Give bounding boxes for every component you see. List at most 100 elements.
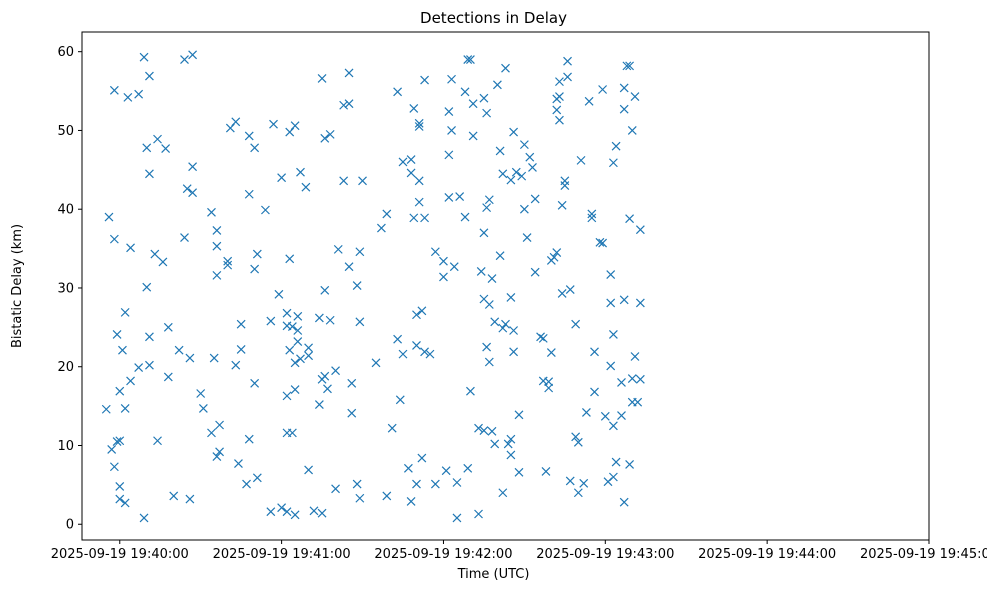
data-point-marker — [474, 423, 483, 433]
data-point-marker — [355, 317, 365, 327]
data-point-marker — [112, 330, 122, 339]
data-point-marker — [112, 437, 122, 446]
data-point-marker — [409, 213, 419, 223]
data-point-marker — [290, 358, 300, 368]
data-point-marker — [406, 155, 416, 165]
data-point-marker — [266, 316, 276, 326]
data-point-marker — [304, 351, 314, 361]
data-point-marker — [619, 497, 629, 507]
x-tick-label: 2025-09-19 19:41:00 — [213, 547, 351, 562]
data-point-marker — [414, 176, 424, 186]
data-point-marker — [185, 494, 195, 504]
data-point-marker — [528, 163, 537, 172]
data-point-marker — [347, 408, 357, 418]
data-point-marker — [236, 344, 246, 354]
data-point-marker — [490, 317, 500, 327]
data-point-marker — [212, 241, 222, 251]
data-point-marker — [627, 374, 637, 383]
data-point-marker — [250, 143, 260, 153]
y-tick-label: 50 — [57, 124, 74, 139]
data-point-marker — [565, 285, 575, 294]
data-point-marker — [398, 349, 408, 359]
y-tick-label: 30 — [57, 281, 74, 296]
data-point-marker — [371, 358, 381, 368]
data-point-marker — [608, 472, 618, 482]
data-point-marker — [196, 389, 206, 398]
data-point-marker — [301, 182, 311, 192]
data-point-marker — [161, 144, 171, 153]
data-point-marker — [420, 347, 430, 357]
data-point-marker — [325, 129, 335, 139]
data-point-marker — [244, 189, 254, 199]
data-point-marker — [320, 285, 330, 295]
data-point-marker — [244, 434, 254, 444]
data-point-marker — [409, 103, 419, 113]
data-point-marker — [188, 50, 198, 60]
data-point-marker — [115, 436, 125, 446]
data-point-marker — [223, 256, 233, 266]
data-point-marker — [325, 315, 335, 325]
data-point-marker — [309, 506, 319, 516]
data-point-marker — [536, 332, 545, 342]
data-point-marker — [277, 173, 287, 183]
data-point-marker — [444, 107, 454, 116]
data-point-marker — [617, 411, 626, 420]
data-point-marker — [126, 243, 135, 253]
data-point-marker — [287, 322, 297, 331]
data-point-marker — [611, 457, 621, 467]
data-point-marker — [430, 479, 440, 489]
data-point-marker — [479, 228, 489, 238]
data-point-marker — [544, 377, 554, 387]
data-point-marker — [333, 244, 343, 254]
data-point-marker — [611, 141, 621, 151]
data-point-marker — [231, 117, 241, 127]
data-point-marker — [587, 213, 597, 223]
data-point-marker — [290, 510, 300, 520]
data-point-marker — [412, 479, 421, 489]
data-point-marker — [441, 466, 451, 476]
data-point-marker — [463, 463, 473, 473]
data-point-marker — [347, 378, 357, 388]
data-point-marker — [625, 61, 635, 71]
x-tick-label: 2025-09-19 19:45:00 — [860, 547, 987, 562]
data-point-marker — [587, 209, 597, 219]
data-point-marker — [514, 410, 524, 420]
data-point-marker — [331, 366, 340, 376]
data-point-marker — [261, 205, 270, 215]
data-point-marker — [355, 247, 365, 257]
data-point-marker — [215, 420, 224, 430]
data-point-marker — [522, 233, 532, 242]
data-point-marker — [109, 85, 119, 95]
data-point-marker — [517, 171, 527, 181]
data-point-marker — [244, 131, 254, 141]
data-point-marker — [630, 92, 640, 102]
data-point-marker — [188, 162, 198, 172]
y-tick-label: 10 — [57, 439, 74, 454]
x-tick-label: 2025-09-19 19:44:00 — [698, 547, 836, 562]
data-point-marker — [509, 326, 519, 335]
data-point-marker — [382, 491, 392, 501]
data-point-marker — [145, 360, 154, 370]
data-point-marker — [250, 378, 260, 388]
y-tick-label: 0 — [66, 518, 74, 533]
data-point-marker — [525, 152, 535, 162]
data-point-marker — [439, 256, 448, 266]
data-point-marker — [314, 400, 324, 409]
data-point-marker — [331, 484, 340, 494]
data-point-marker — [120, 307, 130, 317]
data-point-marker — [355, 493, 365, 503]
data-point-marker — [412, 310, 421, 320]
data-point-marker — [573, 437, 583, 447]
data-point-marker — [266, 507, 276, 517]
data-point-marker — [590, 387, 599, 397]
data-point-marker — [134, 363, 144, 372]
data-point-marker — [476, 267, 486, 276]
data-point-marker — [120, 498, 130, 508]
data-point-marker — [474, 509, 483, 519]
data-point-marker — [455, 192, 465, 202]
data-point-marker — [555, 92, 564, 102]
data-point-marker — [608, 158, 618, 168]
data-point-marker — [495, 251, 505, 261]
data-point-marker — [293, 326, 303, 335]
data-point-marker — [414, 122, 424, 131]
